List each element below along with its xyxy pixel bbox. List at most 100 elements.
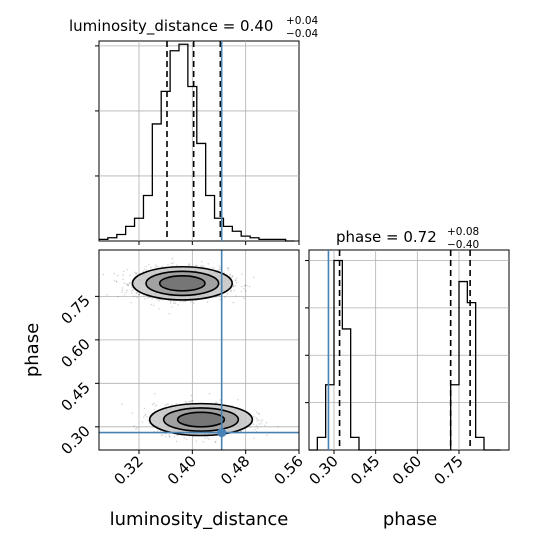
joint-sample-point	[152, 304, 155, 307]
joint-sample-point	[171, 306, 173, 308]
joint-sample-point	[151, 403, 154, 406]
joint-sample-point	[150, 303, 153, 306]
joint-sample-point	[174, 302, 177, 304]
joint-sample-point	[126, 283, 129, 286]
joint-sample-point	[122, 278, 124, 281]
joint-sample-point	[193, 302, 195, 304]
joint-sample-point	[213, 267, 215, 269]
joint-sample-point	[142, 270, 145, 273]
joint-sample-point	[186, 402, 188, 404]
ld-title: luminosity_distance = 0.40	[69, 17, 273, 36]
joint-sample-point	[201, 265, 204, 267]
joint-sample-point	[260, 420, 262, 423]
phase-xtick-label: 0.30	[305, 452, 341, 488]
joint-sample-point	[229, 274, 231, 277]
joint-sample-point	[138, 293, 140, 296]
joint-sample-point	[158, 299, 160, 302]
joint-sample-point	[144, 413, 147, 416]
joint-sample-point	[207, 263, 210, 265]
joint-sample-point	[236, 277, 238, 280]
joint-sample-point	[175, 440, 178, 443]
joint-xtick-label: 0.40	[164, 452, 200, 488]
joint-ytick-label: 0.75	[57, 291, 93, 327]
joint-sample-point	[203, 266, 205, 268]
joint-sample-point	[255, 411, 258, 414]
joint-sample-point	[232, 301, 235, 304]
joint-sample-point	[150, 266, 152, 269]
joint-sample-point	[130, 301, 132, 304]
joint-sample-point	[208, 438, 210, 441]
joint-sample-point	[229, 273, 231, 276]
phase-xtick-label: 0.75	[430, 452, 466, 488]
joint-sample-point	[226, 293, 229, 295]
joint-sample-point	[133, 425, 136, 427]
joint-sample-point	[230, 290, 232, 293]
joint-sample-point	[134, 273, 137, 275]
joint-sample-point	[170, 404, 173, 406]
joint-sample-point	[131, 290, 133, 292]
joint-sample-point	[122, 270, 125, 273]
joint-sample-point	[196, 264, 198, 267]
joint-sample-point	[255, 417, 257, 419]
joint-sample-point	[232, 285, 234, 288]
joint-sample-point	[253, 437, 255, 439]
joint-sample-point	[232, 284, 235, 286]
joint-sample-point	[257, 412, 260, 415]
joint-sample-point	[147, 263, 150, 266]
joint-frame	[98, 249, 300, 451]
joint-sample-point	[169, 302, 172, 304]
joint-sample-point	[231, 276, 234, 278]
joint-sample-point	[168, 435, 171, 438]
joint-sample-point	[169, 435, 171, 438]
joint-sample-point	[167, 403, 169, 405]
joint-sample-point	[123, 282, 125, 284]
joint-sample-point	[155, 264, 157, 267]
joint-sample-point	[249, 426, 251, 429]
joint-contour	[145, 270, 220, 297]
joint-sample-point	[184, 400, 187, 403]
joint-sample-point	[147, 419, 149, 422]
ld-marginal-grid	[99, 41, 299, 241]
ld-title-sub: −0.04	[286, 28, 318, 40]
joint-sample-point	[199, 265, 202, 267]
joint-xtick-label: 0.56	[270, 452, 306, 488]
joint-sample-point	[195, 440, 198, 442]
joint-sample-point	[207, 437, 209, 439]
joint-sample-point	[158, 308, 160, 310]
joint-sample-point	[233, 289, 235, 292]
ld-histogram	[99, 43, 295, 242]
joint-sample-point	[162, 265, 164, 268]
joint-contours	[131, 265, 254, 437]
joint-sample-point	[121, 403, 123, 406]
joint-sample-point	[241, 285, 243, 288]
joint-sample-point	[185, 438, 188, 441]
joint-sample-point	[192, 399, 194, 402]
joint-sample-point	[219, 399, 221, 401]
joint-sample-point	[258, 413, 261, 416]
joint-contour	[131, 265, 233, 301]
joint-sample-point	[155, 404, 158, 407]
joint-sample-point	[153, 402, 155, 405]
joint-sample-point	[130, 292, 133, 294]
joint-sample-point	[241, 273, 243, 276]
joint-sample-point	[215, 296, 217, 299]
joint-sample-point	[125, 291, 127, 294]
joint-sample-point	[260, 423, 262, 425]
joint-sample-point	[148, 296, 151, 299]
joint-contour	[148, 402, 254, 437]
joint-sample-point	[134, 271, 136, 274]
joint-sample-point	[115, 280, 118, 283]
joint-density-fill	[177, 412, 225, 427]
joint-sample-point	[154, 405, 156, 407]
joint-sample-point	[224, 296, 226, 298]
joint-sample-point	[266, 434, 268, 437]
joint-sample-point	[165, 436, 167, 438]
joint-sample-point	[195, 264, 197, 267]
joint-sample-point	[277, 426, 279, 428]
joint-sample-point	[211, 266, 214, 269]
joint-xtick-label: 0.32	[110, 452, 146, 488]
joint-sample-point	[177, 304, 179, 306]
joint-sample-point	[190, 301, 192, 303]
joint-sample-point	[243, 297, 245, 300]
joint-sample-point	[168, 434, 170, 436]
